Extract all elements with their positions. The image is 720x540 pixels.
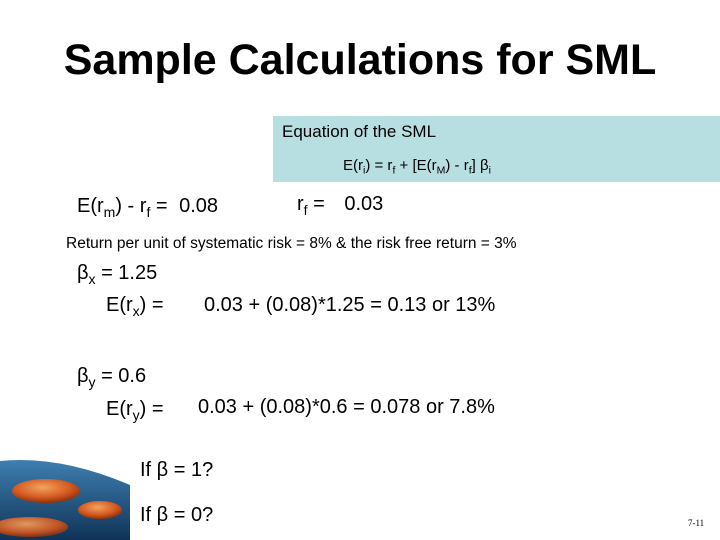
systematic-risk-note: Return per unit of systematic risk = 8% … [66,235,517,252]
question-beta-one: If β = 1? [140,459,214,481]
expected-return-x-label: E(rx) = [106,294,164,319]
market-risk-premium: E(rm) - rf = 0.08 [77,195,219,220]
slide-title: Sample Calculations for SML [63,36,657,84]
decorative-rocks-image [0,460,130,540]
sml-equation-formula: E(ri) = rf + [E(rM) - rf] βi [343,157,491,177]
beta-y: βy = 0.6 [77,365,147,390]
risk-free-rate-value: 0.03 [344,193,384,215]
expected-return-y-calc: 0.03 + (0.08)*0.6 = 0.078 or 7.8% [198,396,495,418]
expected-return-x-calc: 0.03 + (0.08)*1.25 = 0.13 or 13% [204,294,496,316]
risk-free-rate: rf = 0.03 [297,193,384,218]
beta-x: βx = 1.25 [77,262,158,287]
market-risk-premium-value: 0.08 [179,195,219,217]
question-beta-zero: If β = 0? [140,504,214,526]
sml-equation-heading: Equation of the SML [282,122,437,141]
slide-number: 7-11 [688,518,705,528]
expected-return-y-label: E(ry) = [106,398,164,423]
sml-equation-box [273,116,720,182]
